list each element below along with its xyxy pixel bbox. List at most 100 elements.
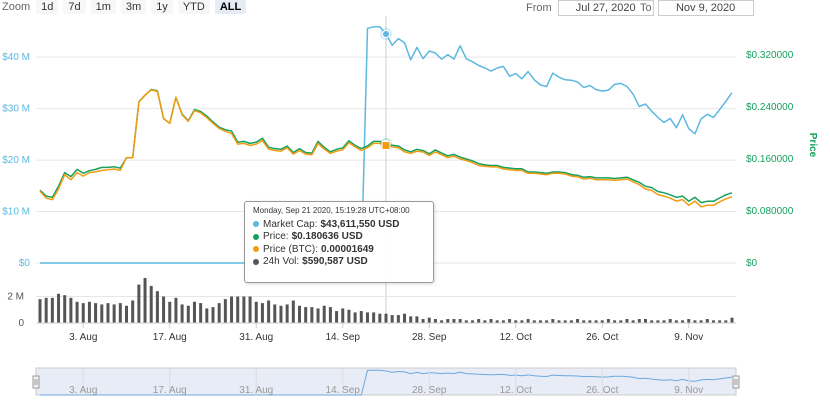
- volume-bar: [94, 303, 98, 323]
- zoom-3m-button[interactable]: 3m: [120, 0, 147, 14]
- volume-bar: [341, 308, 345, 323]
- x-axis-tick: 9. Nov: [674, 332, 703, 343]
- volume-bar: [316, 308, 320, 323]
- chart-tooltip: Monday, Sep 21 2020, 15:19:28 UTC+08:00 …: [244, 201, 434, 283]
- volume-bar: [44, 297, 48, 323]
- volume-bar: [446, 319, 450, 323]
- volume-bar: [230, 296, 234, 323]
- volume-bar: [495, 320, 499, 323]
- date-to-label: To: [640, 2, 652, 14]
- left-axis-tick: $20 M: [2, 155, 30, 166]
- volume-bar: [600, 320, 604, 323]
- zoom-1m-button[interactable]: 1m: [90, 0, 116, 14]
- volume-bar: [421, 319, 425, 323]
- date-from-label: From: [526, 2, 552, 14]
- volume-bar: [69, 297, 73, 323]
- zoom-label: Zoom: [2, 1, 31, 13]
- volume-bar: [650, 320, 654, 323]
- volume-bar: [619, 320, 623, 323]
- navigator-tick: 17. Aug: [153, 385, 187, 396]
- volume-bar: [192, 301, 196, 323]
- zoom-bar: Zoom 1d 7d 1m 3m 1y YTD ALL: [0, 0, 251, 14]
- zoom-7d-button[interactable]: 7d: [63, 0, 86, 14]
- volume-bar: [304, 307, 308, 323]
- left-axis-tick: $0: [19, 258, 31, 269]
- tooltip-value: 0.00001649: [321, 243, 374, 255]
- volume-bar: [508, 319, 512, 323]
- volume-bar: [693, 320, 697, 323]
- tooltip-value: $590,587 USD: [302, 256, 368, 268]
- navigator-tick: 9. Nov: [674, 385, 703, 396]
- volume-bar: [217, 303, 221, 323]
- navigator-tick: 28. Sep: [412, 385, 447, 396]
- volume-bar: [143, 277, 147, 323]
- zoom-all-button[interactable]: ALL: [214, 0, 247, 14]
- navigator-series-line: [40, 369, 733, 396]
- date-to-input[interactable]: Nov 9, 2020: [657, 0, 754, 16]
- zoom-1d-button[interactable]: 1d: [36, 0, 59, 14]
- volume-bar: [477, 319, 481, 323]
- volume-bar: [63, 295, 67, 323]
- volume-bar: [236, 296, 240, 323]
- market-cap-marker: [382, 30, 390, 39]
- volume-bar: [211, 307, 215, 323]
- volume-bar: [520, 320, 524, 323]
- volume-bar: [168, 301, 172, 323]
- left-axis-tick: $30 M: [2, 104, 30, 115]
- volume-bar: [730, 317, 734, 323]
- volume-bar: [100, 304, 104, 323]
- volume-bar: [38, 299, 42, 323]
- navigator-right-handle[interactable]: [732, 375, 740, 389]
- volume-bar: [81, 303, 85, 323]
- price-dot-icon: [253, 233, 259, 240]
- volume-bar: [681, 320, 685, 323]
- volume-bar: [378, 313, 382, 323]
- volume-bar: [310, 307, 314, 323]
- navigator-tick: 14. Sep: [326, 385, 361, 396]
- volume-bar: [538, 320, 542, 323]
- volume-bar: [260, 303, 264, 323]
- volume-bar: [576, 319, 580, 323]
- volume-bar: [162, 296, 166, 323]
- volume-bar: [699, 320, 703, 323]
- volume-bar: [298, 305, 301, 323]
- volume-bar: [131, 300, 135, 323]
- navigator-tick: 3. Aug: [69, 385, 97, 396]
- volume-bar: [403, 313, 407, 323]
- volume-dot-icon: [253, 258, 259, 265]
- zoom-1y-button[interactable]: 1y: [151, 0, 173, 14]
- navigator-tick: 31. Aug: [239, 385, 273, 396]
- x-axis-tick: 26. Oct: [586, 332, 618, 343]
- volume-bar: [637, 319, 641, 323]
- volume-bar: [551, 319, 555, 323]
- volume-bar: [594, 320, 598, 323]
- volume-bar: [606, 319, 610, 323]
- volume-bar: [674, 320, 678, 323]
- volume-bar: [427, 317, 431, 323]
- tooltip-row-market-cap: Market Cap: $43,611,550 USD: [253, 218, 425, 231]
- volume-bar: [545, 320, 549, 323]
- tooltip-label: Market Cap:: [263, 218, 318, 230]
- right-axis-tick: $0.240000: [746, 102, 794, 113]
- volume-bar: [180, 304, 184, 323]
- volume-bar: [155, 291, 159, 323]
- navigator-left-handle[interactable]: [32, 375, 40, 389]
- volume-bar: [384, 313, 388, 323]
- volume-bar: [582, 320, 586, 323]
- volume-bar: [279, 305, 283, 323]
- x-axis-tick: 31. Aug: [239, 332, 273, 343]
- volume-bar: [273, 304, 277, 323]
- tooltip-timestamp: Monday, Sep 21 2020, 15:19:28 UTC+08:00: [253, 206, 410, 215]
- volume-bar: [563, 320, 567, 323]
- volume-axis-tick: 2 M: [7, 292, 24, 303]
- volume-bar: [254, 301, 258, 323]
- volume-bar: [359, 311, 363, 323]
- volume-bar: [705, 319, 709, 323]
- volume-bar: [718, 320, 722, 323]
- zoom-ytd-button[interactable]: YTD: [177, 0, 210, 14]
- date-from-input[interactable]: Jul 27, 2020: [557, 0, 654, 16]
- volume-bar: [347, 309, 351, 323]
- volume-bar: [174, 297, 178, 323]
- volume-axis-tick: 0: [18, 318, 24, 329]
